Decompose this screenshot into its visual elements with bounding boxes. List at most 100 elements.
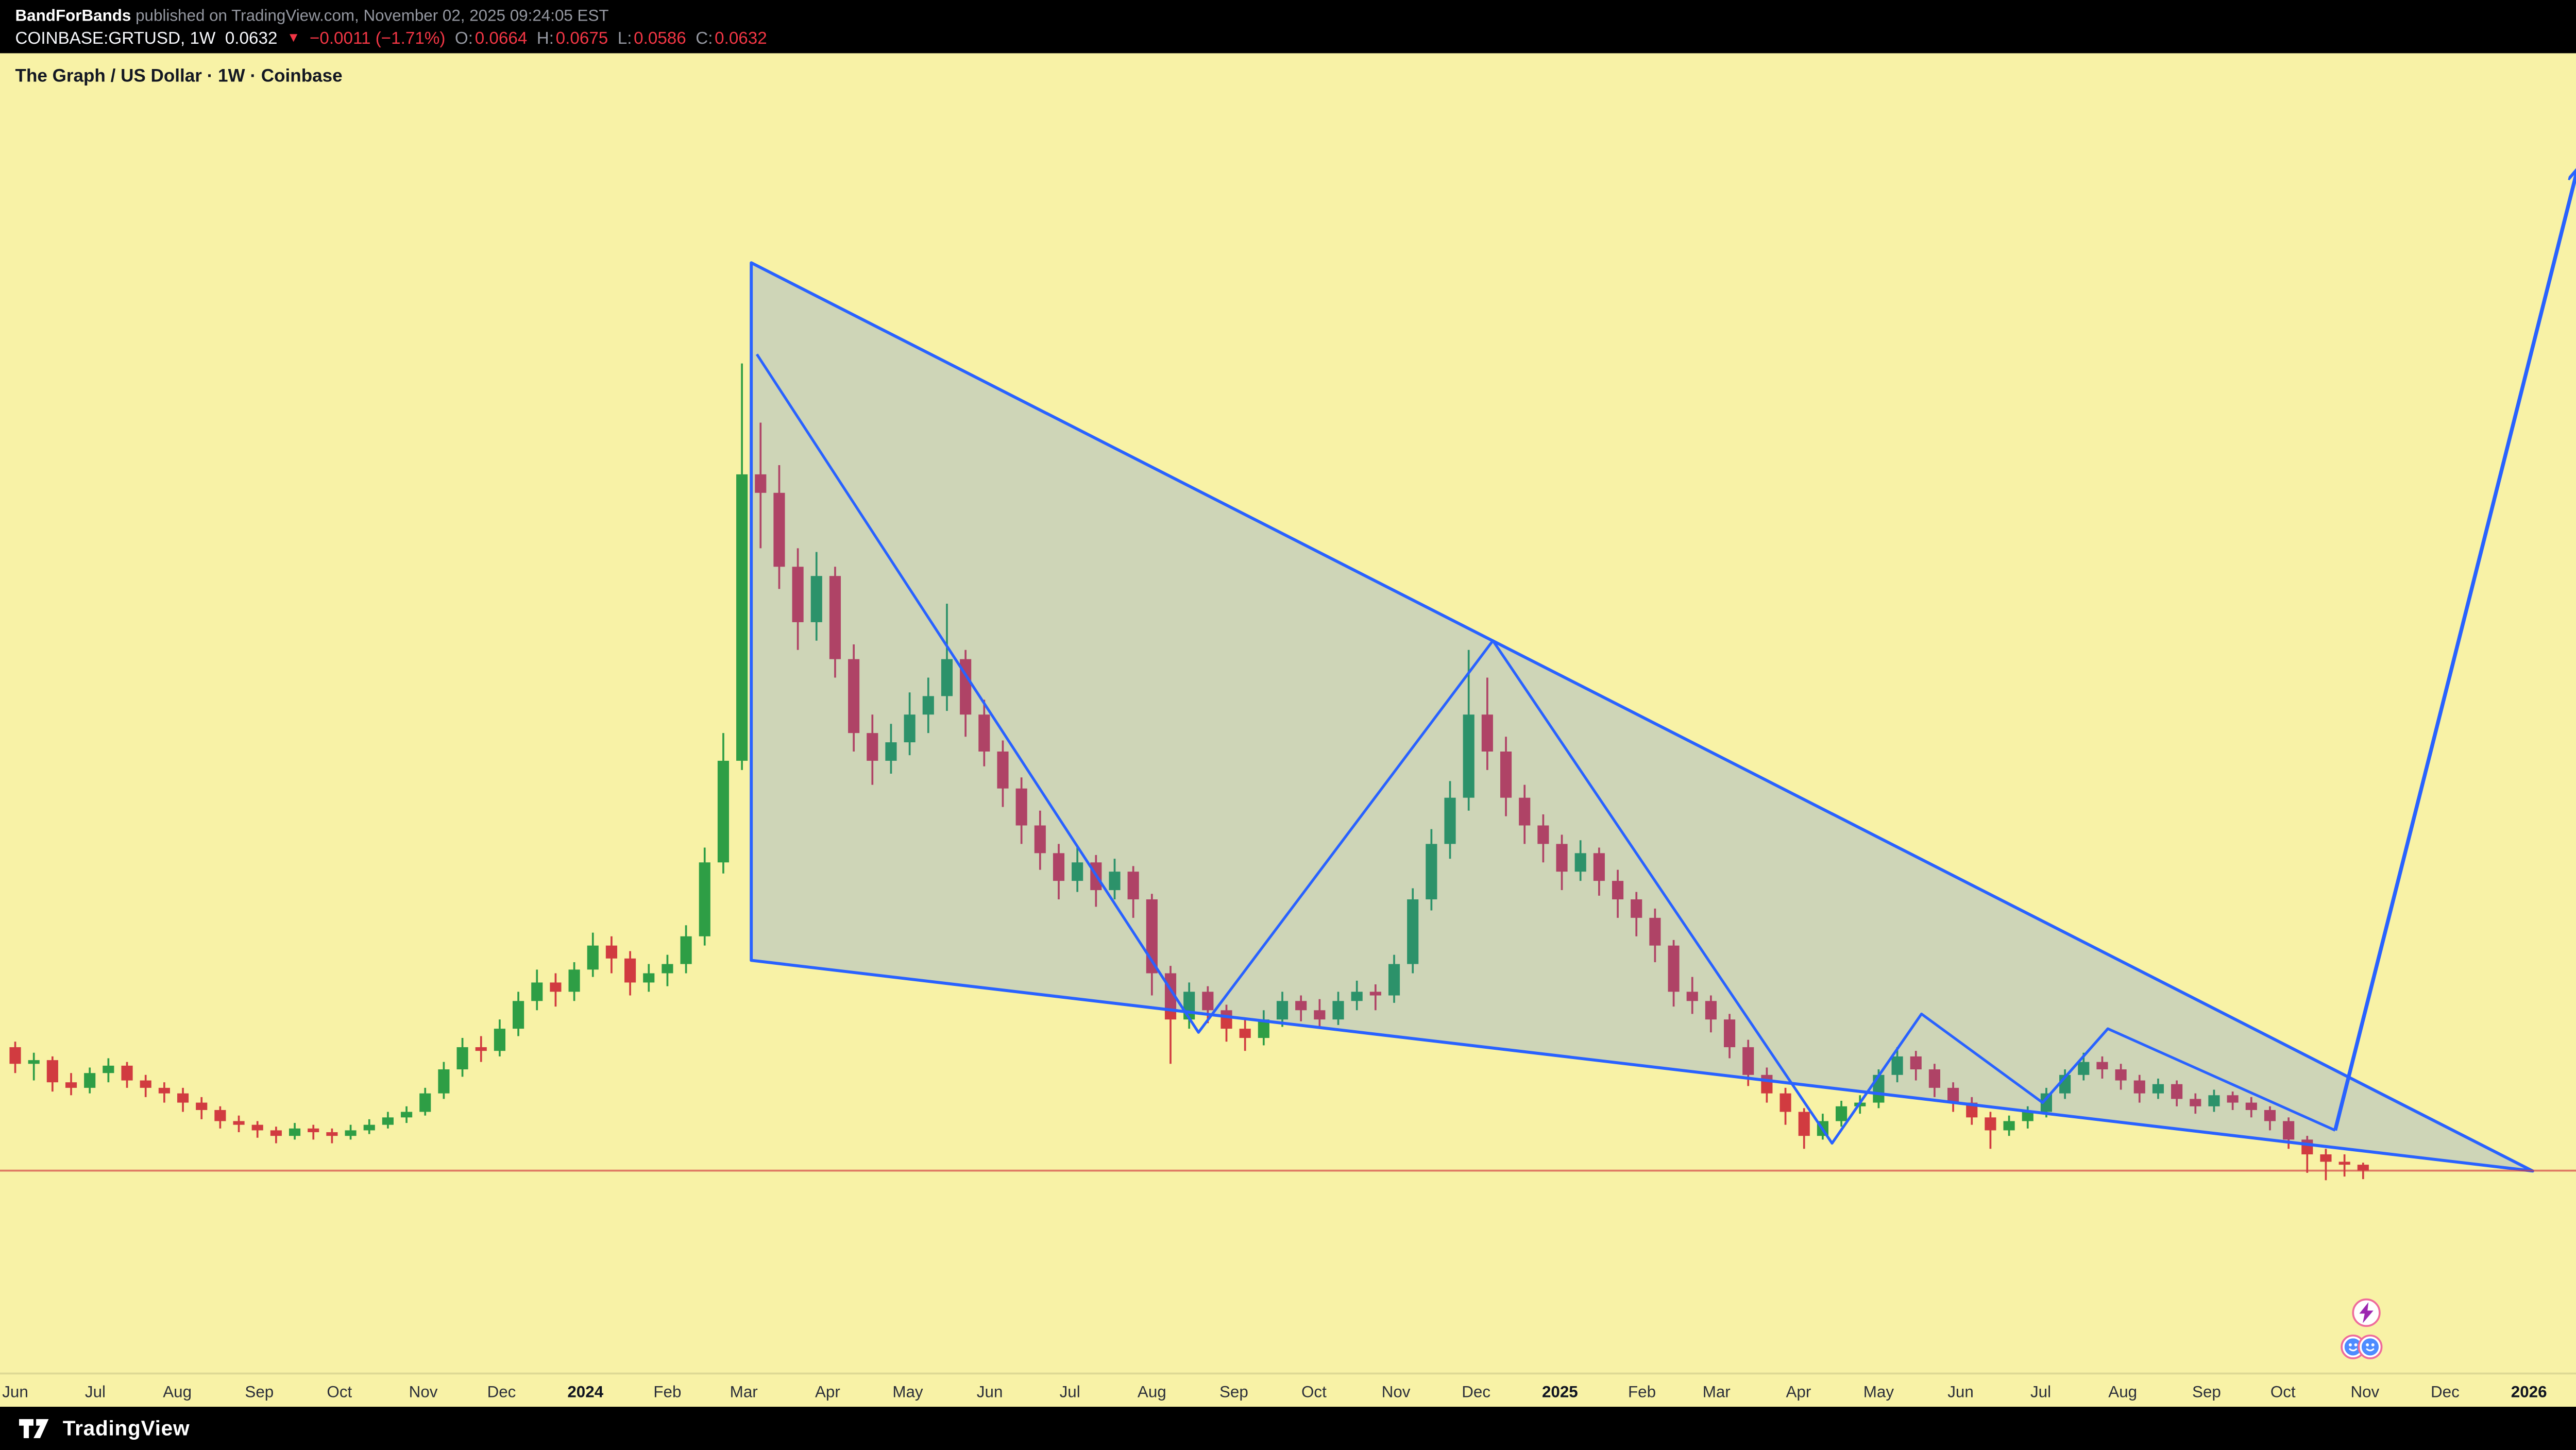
candle bbox=[755, 422, 767, 549]
time-axis-label: Sep bbox=[245, 1382, 274, 1402]
tradingview-wordmark[interactable]: TradingView bbox=[62, 1417, 190, 1440]
time-axis[interactable]: Jun Jul Aug Sep Oct Nov Dec 2024 Feb Mar Apr May Jun… bbox=[0, 1372, 2576, 1407]
projection-arrow[interactable] bbox=[2333, 169, 2576, 1131]
time-axis-label: Aug bbox=[1137, 1382, 1166, 1402]
candle bbox=[1985, 1112, 1996, 1149]
symbol-ticker: COINBASE:GRTUSD, 1W bbox=[15, 28, 216, 48]
candle bbox=[308, 1124, 319, 1140]
time-axis-label: Nov bbox=[1381, 1382, 1411, 1402]
zap-icon bbox=[2359, 1302, 2374, 1323]
candle bbox=[1015, 777, 1027, 844]
candle bbox=[475, 1036, 487, 1062]
publish-bar: BandForBands published on TradingView.co… bbox=[0, 0, 2576, 54]
candle bbox=[1780, 1087, 1791, 1125]
candle bbox=[2227, 1091, 2239, 1110]
candle bbox=[773, 465, 785, 589]
candle bbox=[158, 1082, 170, 1103]
time-axis-label: 2025 bbox=[1541, 1382, 1578, 1402]
candle bbox=[177, 1087, 189, 1112]
candle bbox=[2245, 1097, 2257, 1118]
time-axis-label: Oct bbox=[1301, 1382, 1327, 1402]
reaction-emoji-badge[interactable] bbox=[2341, 1334, 2383, 1361]
candle bbox=[103, 1058, 114, 1083]
candle bbox=[1444, 781, 1456, 859]
candle bbox=[46, 1056, 58, 1092]
candle bbox=[605, 936, 618, 974]
candlestick-plot[interactable] bbox=[0, 53, 2576, 1407]
candle bbox=[2096, 1056, 2108, 1079]
tradingview-icon[interactable] bbox=[19, 1417, 53, 1440]
time-axis-label: Aug bbox=[2108, 1382, 2138, 1402]
time-axis-label: Mar bbox=[1702, 1382, 1731, 1402]
candle bbox=[1407, 888, 1419, 974]
candle bbox=[1258, 1010, 1269, 1046]
candle bbox=[829, 567, 841, 678]
candle bbox=[1537, 814, 1549, 863]
time-axis-label: Jun bbox=[2, 1382, 28, 1402]
time-axis-label: Oct bbox=[2270, 1382, 2296, 1402]
candle bbox=[2320, 1149, 2332, 1181]
wedge-drawing[interactable] bbox=[750, 261, 2534, 1173]
candle bbox=[1463, 650, 1475, 811]
candle bbox=[1668, 940, 1680, 1007]
candle bbox=[494, 1019, 505, 1056]
zigzag-drawing[interactable] bbox=[755, 353, 2336, 1145]
candle bbox=[1369, 984, 1381, 1011]
candle bbox=[1891, 1047, 1903, 1083]
candle bbox=[456, 1038, 468, 1077]
time-axis-label: Sep bbox=[2192, 1382, 2221, 1402]
candle bbox=[1947, 1082, 1959, 1112]
candle bbox=[326, 1128, 338, 1144]
candle bbox=[2171, 1080, 2183, 1106]
candle bbox=[1072, 847, 1083, 892]
close-label: C: bbox=[696, 28, 713, 48]
candle bbox=[568, 962, 580, 1001]
candle bbox=[140, 1074, 151, 1097]
candle bbox=[1426, 829, 1437, 911]
reaction-zap-badge[interactable] bbox=[2352, 1298, 2381, 1327]
time-axis-label: Feb bbox=[1628, 1382, 1656, 1402]
time-axis-label: Jul bbox=[1059, 1382, 1080, 1402]
candle bbox=[1574, 840, 1586, 881]
candle bbox=[251, 1121, 263, 1138]
time-axis-label: 2024 bbox=[567, 1382, 604, 1402]
chart-area[interactable]: The Graph / US Dollar · 1W · Coinbase US… bbox=[0, 53, 2576, 1407]
close-value: 0.0632 bbox=[715, 28, 767, 48]
low-label: L: bbox=[617, 28, 632, 48]
candle bbox=[1295, 995, 1307, 1021]
candle bbox=[65, 1073, 77, 1096]
candle bbox=[1910, 1051, 1922, 1081]
candle bbox=[1631, 892, 1642, 936]
candle bbox=[1612, 869, 1624, 918]
candle bbox=[1109, 859, 1121, 899]
candle bbox=[9, 1042, 21, 1073]
candle bbox=[1928, 1064, 1940, 1097]
candle bbox=[513, 992, 524, 1036]
candle bbox=[624, 951, 636, 996]
candle bbox=[1332, 992, 1344, 1025]
time-axis-label: 2026 bbox=[2511, 1382, 2547, 1402]
candle bbox=[1239, 1017, 1251, 1051]
candle bbox=[2264, 1106, 2276, 1131]
low-value: 0.0586 bbox=[634, 28, 686, 48]
time-axis-label: Jul bbox=[84, 1382, 106, 1402]
candle bbox=[419, 1087, 431, 1116]
candle bbox=[941, 604, 953, 711]
high-label: H: bbox=[536, 28, 554, 48]
time-axis-label: Jun bbox=[976, 1382, 1003, 1402]
candle bbox=[233, 1115, 245, 1133]
candle bbox=[438, 1062, 450, 1099]
candle bbox=[345, 1124, 357, 1140]
candle bbox=[587, 932, 599, 977]
time-axis-label: May bbox=[1863, 1382, 1894, 1402]
candle bbox=[960, 650, 972, 737]
candle bbox=[848, 644, 860, 752]
time-axis-label: Apr bbox=[815, 1382, 840, 1402]
candle bbox=[680, 925, 692, 974]
candle bbox=[2115, 1064, 2127, 1090]
candle bbox=[2190, 1093, 2201, 1114]
time-axis-label: Sep bbox=[1219, 1382, 1248, 1402]
candle bbox=[1481, 677, 1493, 770]
